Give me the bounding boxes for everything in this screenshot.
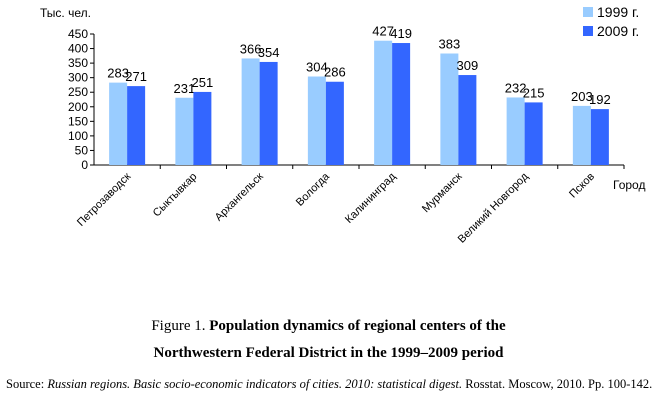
data-label: 304 [306, 60, 328, 75]
bar-series-1 [175, 97, 194, 165]
data-label: 309 [457, 58, 479, 73]
figure-caption-line-1: Figure 1. Population dynamics of regiona… [0, 318, 657, 335]
legend-swatch [583, 26, 593, 36]
figure-caption-line-2: Northwestern Federal District in the 199… [0, 345, 657, 362]
x-tick-label: Вологда [294, 170, 333, 209]
bar-chart: Тыс. чел.0501001502002503003504004502832… [40, 4, 645, 246]
data-label: 203 [571, 89, 593, 104]
data-label: 366 [240, 41, 262, 56]
data-label: 354 [258, 45, 280, 60]
y-tick-label: 350 [68, 56, 88, 70]
y-tick-label: 150 [68, 114, 88, 128]
x-tick-label: Петрозаводск [75, 171, 133, 229]
bar-series-2 [458, 75, 477, 165]
x-tick-label: Великий Новгород [456, 170, 531, 245]
x-tick-label: Сыктывкар [151, 171, 200, 220]
legend-swatch [583, 7, 593, 17]
data-label: 283 [107, 66, 129, 81]
chart-area: Тыс. чел. 0 50 100 150 200 250 300 350 400 450 283 2… [40, 4, 645, 246]
bar-series-1 [506, 97, 525, 165]
bar-series-2 [193, 91, 212, 165]
figure-title-part-2: Northwestern Federal District in the 199… [153, 345, 504, 361]
bar-series-1 [109, 82, 128, 165]
figure-number: Figure 1. [151, 318, 210, 334]
x-tick-label: Калининград [343, 170, 399, 226]
data-label: 286 [324, 65, 346, 80]
figure-title-part-1: Population dynamics of regional centers … [209, 318, 506, 334]
source-details: Rosstat. Moscow, 2010. Pp. 100-142. [462, 377, 653, 391]
x-tick-label: Мурманск [420, 171, 465, 216]
source-note: Source: Russian regions. Basic socio-eco… [6, 374, 654, 395]
data-label: 251 [192, 75, 214, 90]
data-label: 232 [505, 80, 527, 95]
data-label: 192 [589, 92, 611, 107]
y-tick-label: 400 [68, 42, 88, 56]
bar-series-1 [572, 105, 591, 165]
y-tick-label: 450 [68, 27, 88, 41]
bar-series-1 [374, 40, 393, 165]
legend-label: 1999 г. [597, 4, 639, 20]
data-label: 383 [439, 37, 461, 52]
bar-series-2 [259, 61, 278, 165]
bar-series-2 [392, 43, 411, 165]
bar-series-2 [590, 109, 609, 165]
y-tick-label: 300 [68, 71, 88, 85]
x-tick-label: Архангельск [213, 171, 266, 224]
y-tick-label: 100 [68, 129, 88, 143]
source-label: Source: [6, 377, 48, 391]
bar-series-2 [325, 81, 344, 165]
source-title: Russian regions. Basic socio-economic in… [47, 377, 463, 391]
y-axis-label: Тыс. чел. [40, 6, 91, 20]
y-tick-label: 0 [81, 158, 88, 172]
y-tick-label: 200 [68, 100, 88, 114]
y-tick-label: 250 [68, 85, 88, 99]
y-tick-label: 50 [75, 143, 89, 157]
legend-label: 2009 г. [597, 23, 639, 39]
data-label: 271 [125, 69, 147, 84]
data-label: 427 [372, 24, 394, 39]
x-axis-label: Город [613, 178, 645, 192]
bar-series-2 [127, 86, 146, 165]
bar-series-1 [307, 76, 326, 165]
x-tick-label: Псков [567, 171, 597, 201]
bar-series-1 [241, 58, 260, 165]
data-label: 231 [174, 81, 196, 96]
bar-series-2 [524, 102, 543, 165]
data-label: 215 [523, 85, 545, 100]
bar-series-1 [440, 53, 459, 166]
data-label: 419 [390, 26, 412, 41]
